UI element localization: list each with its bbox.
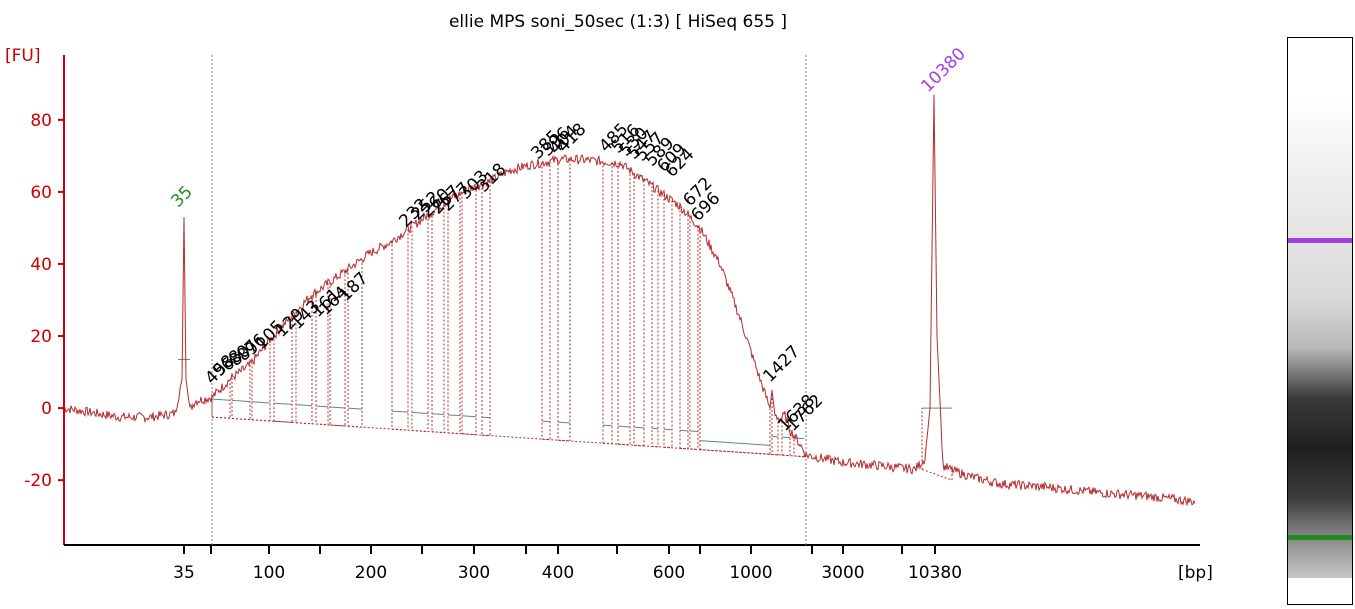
y-tick-label: 0 xyxy=(41,399,52,419)
trace-group xyxy=(63,94,1196,507)
fragment-base xyxy=(431,431,445,434)
fragment-baseline xyxy=(211,398,231,401)
fragment-base xyxy=(315,423,329,426)
chart-title: ellie MPS soni_50sec (1:3) [ HiSeq 655 ] xyxy=(449,12,787,32)
fragment-baseline xyxy=(347,407,363,410)
peak-label: 35 xyxy=(167,182,196,211)
gel-upper-marker-band xyxy=(1288,238,1352,243)
x-tick-label: 600 xyxy=(653,563,685,583)
fragment-baseline xyxy=(663,428,673,431)
fragment-baseline xyxy=(633,426,645,429)
fragment-baseline xyxy=(431,413,445,416)
peak-label: 1427 xyxy=(759,342,804,387)
fragment-baseline xyxy=(447,414,461,417)
fragment-baseline xyxy=(315,405,329,408)
fragment-baseline xyxy=(273,402,293,405)
fragment-base xyxy=(273,420,293,423)
y-tick-label: 20 xyxy=(30,327,52,347)
fragment-baseline xyxy=(602,424,613,427)
peak-label: 10380 xyxy=(917,44,969,96)
gel-smear xyxy=(1288,98,1352,578)
fragment-baseline xyxy=(617,425,631,428)
fragment-baseline xyxy=(391,410,409,413)
fragment-baseline xyxy=(295,404,313,407)
gel-lower-marker-band xyxy=(1288,535,1352,540)
fragment-baseline xyxy=(781,436,791,439)
fragment-baseline xyxy=(461,415,477,418)
fragment-baseline xyxy=(231,399,251,403)
fragment-baseline xyxy=(541,420,551,423)
x-tick-label: 1000 xyxy=(729,563,772,583)
virtual-gel-lane xyxy=(1287,37,1353,605)
x-tick-label: 35 xyxy=(173,563,195,583)
fragment-baseline xyxy=(329,406,346,409)
fragment-baseline xyxy=(251,401,271,404)
y-tick-label: 60 xyxy=(30,183,52,203)
y-tick-label: 40 xyxy=(30,255,52,275)
x-tick-label: 100 xyxy=(253,563,285,583)
x-tick-label: 400 xyxy=(542,563,574,583)
fragment-baseline xyxy=(557,421,571,424)
fragment-baseline xyxy=(481,416,491,419)
x-tick-label: 3000 xyxy=(821,563,864,583)
fragment-region-lines xyxy=(178,159,953,481)
fragment-base xyxy=(329,424,346,427)
axes: -20 0 20 40 60 80 35 100 200 300 400 600 1000 3000 103… xyxy=(24,55,1200,583)
fragment-baseline xyxy=(411,411,429,414)
x-tick-label: 10380 xyxy=(908,563,962,583)
x-tick-label: 200 xyxy=(355,563,387,583)
peak-base xyxy=(921,468,953,481)
y-axis-label: [FU] xyxy=(5,46,41,66)
fragment-baseline xyxy=(689,430,699,433)
peak-labels: 3510380142716381762495868808796105129143… xyxy=(167,44,969,435)
fragment-baseline xyxy=(699,440,771,446)
fragment-baseline xyxy=(679,429,689,432)
y-tick-label: 80 xyxy=(30,111,52,131)
y-tick-label: -20 xyxy=(24,471,52,491)
electropherogram-chart: ellie MPS soni_50sec (1:3) [ HiSeq 655 ]… xyxy=(5,12,1213,583)
x-axis-label: [bp] xyxy=(1178,563,1213,583)
electropherogram-trace xyxy=(63,94,1196,507)
fragment-base xyxy=(447,432,461,435)
x-tick-label: 300 xyxy=(458,563,490,583)
region-base xyxy=(211,416,807,458)
fragment-base xyxy=(481,434,491,437)
